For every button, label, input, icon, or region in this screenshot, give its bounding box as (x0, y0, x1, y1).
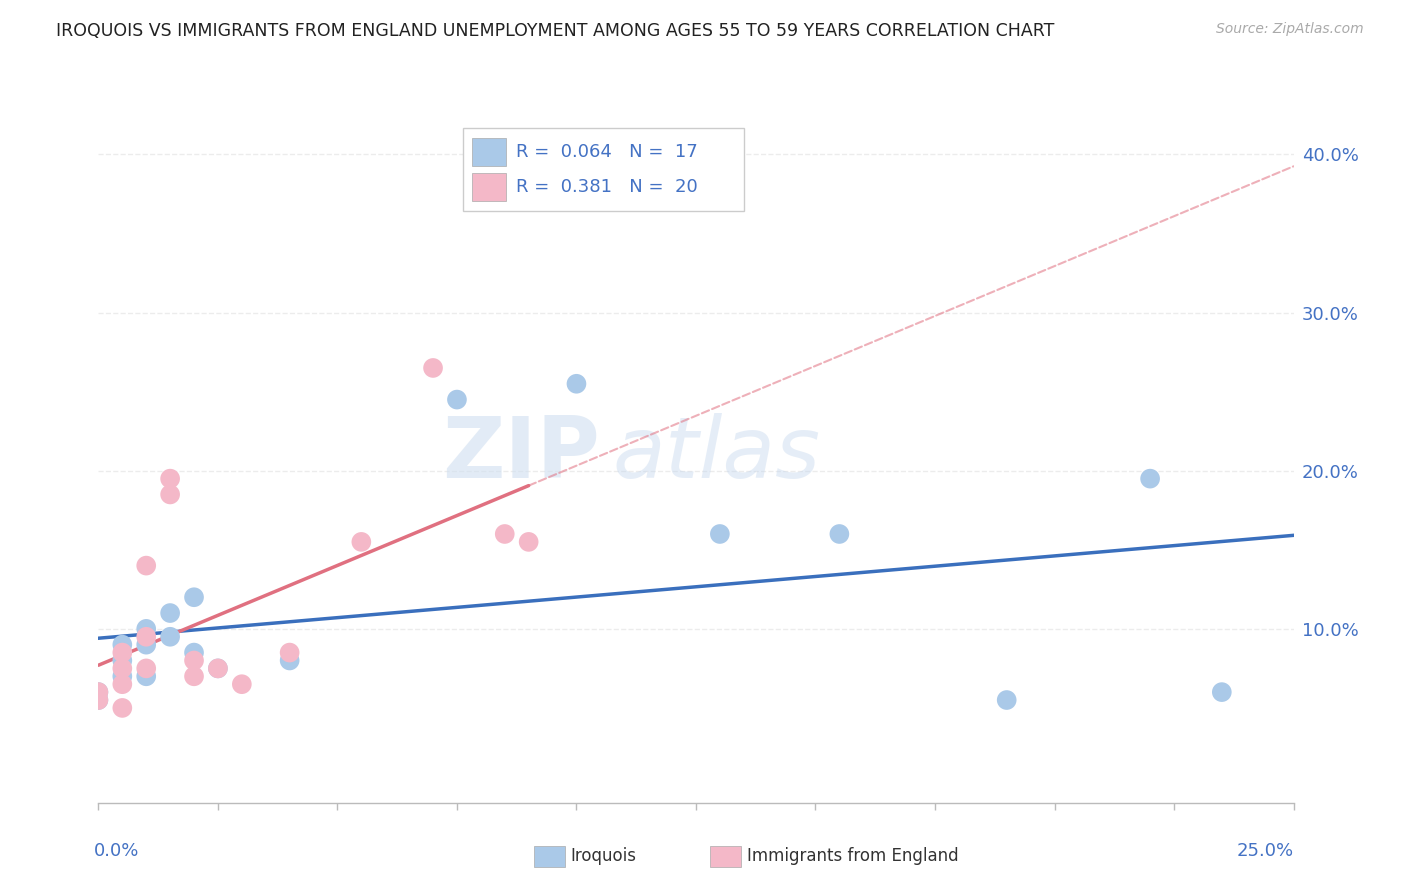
Point (446, 392, 468, 407)
Point (709, 527, 731, 541)
Point (87, 685, 110, 699)
Text: 0.0%: 0.0% (94, 842, 139, 860)
Text: atlas: atlas (613, 413, 820, 497)
Text: R =  0.381   N =  20: R = 0.381 N = 20 (516, 178, 697, 196)
Point (159, 630, 181, 644)
Point (517, 534, 540, 549)
Point (828, 527, 851, 541)
Point (111, 653, 134, 667)
Point (231, 677, 253, 691)
Point (135, 661, 157, 675)
Point (350, 534, 373, 549)
Point (278, 646, 301, 660)
FancyBboxPatch shape (472, 138, 506, 166)
Point (995, 693, 1018, 707)
Point (183, 591, 205, 605)
Text: 25.0%: 25.0% (1236, 842, 1294, 860)
Text: IROQUOIS VS IMMIGRANTS FROM ENGLAND UNEMPLOYMENT AMONG AGES 55 TO 59 YEARS CORRE: IROQUOIS VS IMMIGRANTS FROM ENGLAND UNEM… (56, 22, 1054, 40)
Point (422, 360, 444, 375)
Point (135, 669, 157, 683)
Text: Iroquois: Iroquois (571, 847, 637, 865)
Point (111, 669, 134, 683)
Point (207, 661, 229, 675)
Point (111, 677, 134, 691)
Text: R =  0.064   N =  17: R = 0.064 N = 17 (516, 144, 697, 161)
Point (135, 558, 157, 573)
Point (87, 685, 110, 699)
Point (183, 653, 205, 667)
Y-axis label: Unemployment Among Ages 55 to 59 years: Unemployment Among Ages 55 to 59 years (0, 279, 7, 631)
Point (1139, 472, 1161, 486)
FancyBboxPatch shape (472, 173, 506, 201)
Point (565, 376, 588, 391)
Text: Immigrants from England: Immigrants from England (747, 847, 959, 865)
Point (278, 653, 301, 667)
Point (159, 487, 181, 501)
Point (159, 606, 181, 620)
Text: ZIP: ZIP (443, 413, 600, 497)
Point (111, 701, 134, 715)
Point (111, 638, 134, 652)
Point (207, 661, 229, 675)
Point (183, 646, 205, 660)
FancyBboxPatch shape (463, 128, 744, 211)
Point (135, 638, 157, 652)
Point (87, 693, 110, 707)
Point (135, 630, 157, 644)
Point (111, 646, 134, 660)
Text: Source: ZipAtlas.com: Source: ZipAtlas.com (1216, 22, 1364, 37)
Point (87, 693, 110, 707)
Point (159, 472, 181, 486)
Point (135, 622, 157, 636)
Point (183, 669, 205, 683)
Point (494, 527, 516, 541)
Point (111, 661, 134, 675)
Point (1211, 685, 1233, 699)
